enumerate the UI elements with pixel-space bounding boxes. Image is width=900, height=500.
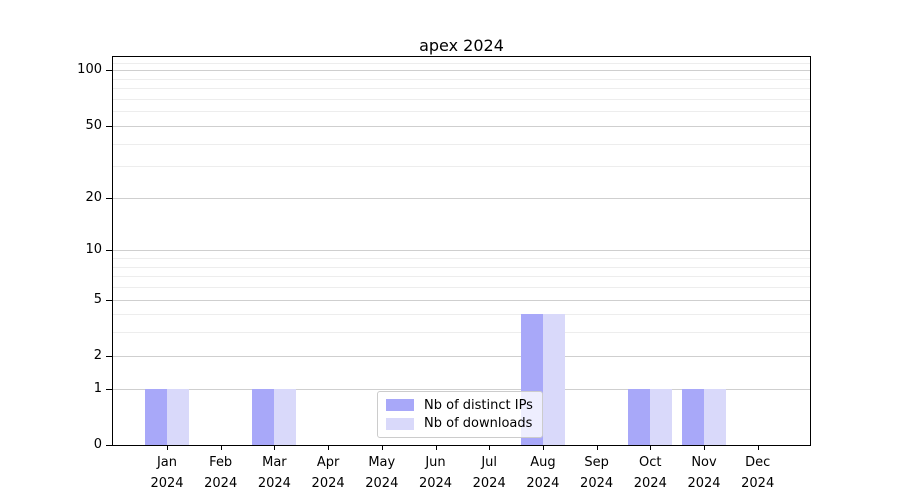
legend-item: Nb of distinct IPs (386, 398, 534, 413)
gridline-major (113, 250, 810, 252)
y-axis-tick-label: 0 (93, 437, 102, 452)
bar-downloads (542, 314, 565, 445)
bar-distinct-ips (682, 388, 704, 445)
gridline-major (113, 299, 810, 301)
x-axis-tick-label: Sep 2024 (580, 455, 614, 491)
gridline-minor (113, 314, 810, 316)
x-tick-mark (757, 446, 759, 450)
x-axis-tick-label: Jun 2024 (418, 455, 453, 491)
x-tick-mark (381, 446, 383, 450)
bar-distinct-ips (628, 388, 651, 445)
legend-swatch-distinct-ips (386, 399, 414, 412)
x-axis-tick-label: Oct 2024 (633, 455, 667, 491)
x-axis-tick-label: Jul 2024 (472, 455, 506, 491)
x-tick-mark (704, 446, 705, 450)
y-axis-tick-label: 20 (85, 189, 102, 205)
x-tick-mark (650, 446, 652, 450)
y-tick-mark (106, 70, 112, 72)
y-axis-tick-label: 1 (93, 380, 102, 396)
legend-swatch-downloads (386, 417, 414, 430)
gridline-major (113, 70, 810, 72)
y-tick-mark (106, 445, 112, 446)
gridline-minor (113, 266, 810, 268)
bar-downloads (704, 388, 726, 445)
gridline-minor (113, 276, 810, 278)
x-axis-tick-label: Dec 2024 (741, 455, 775, 491)
gridline-minor (113, 143, 810, 145)
y-tick-mark (106, 250, 112, 252)
bar-downloads (274, 388, 297, 445)
bar-downloads (167, 388, 189, 445)
x-axis-tick-label: Aug 2024 (526, 455, 560, 491)
y-tick-mark (106, 355, 112, 357)
y-axis-tick-label: 50 (85, 117, 102, 133)
gridline-major (113, 355, 810, 357)
x-axis-tick-label: Mar 2024 (257, 455, 291, 491)
y-tick-mark (106, 299, 112, 301)
x-tick-mark (542, 446, 544, 450)
legend-label: Nb of distinct IPs (424, 397, 533, 413)
x-axis-tick-label: May 2024 (365, 455, 399, 491)
y-axis-tick-label: 2 (93, 347, 102, 363)
legend-item: Nb of downloads (386, 416, 534, 431)
y-axis-tick-label: 100 (77, 62, 102, 78)
legend: Nb of distinct IPs Nb of downloads (377, 391, 543, 438)
gridline-minor (113, 98, 810, 100)
x-tick-mark (328, 446, 330, 450)
gridline-minor (113, 62, 810, 64)
x-axis-tick-label: Apr 2024 (311, 455, 345, 491)
x-tick-mark (489, 446, 491, 450)
x-tick-mark (220, 446, 222, 450)
bar-distinct-ips (145, 388, 167, 445)
gridline-minor (113, 88, 810, 90)
y-tick-mark (106, 125, 112, 127)
gridline-minor (113, 258, 810, 260)
x-axis-tick-label: Feb 2024 (204, 455, 238, 491)
bar-downloads (650, 388, 673, 445)
chart-title: apex 2024 (419, 36, 504, 55)
y-tick-mark (106, 388, 112, 390)
gridline-minor (113, 332, 810, 334)
legend-label: Nb of downloads (424, 416, 533, 432)
x-tick-mark (274, 446, 276, 450)
x-tick-mark (435, 446, 437, 450)
x-axis-tick-label: Nov 2024 (687, 455, 721, 491)
gridline-minor (113, 166, 810, 168)
gridline-major (113, 125, 810, 127)
x-tick-mark (167, 446, 168, 450)
x-axis-tick-label: Jan 2024 (150, 455, 184, 491)
bar-distinct-ips (252, 388, 275, 445)
y-tick-mark (106, 197, 112, 199)
gridline-minor (113, 111, 810, 113)
gridline-major (113, 197, 810, 199)
gridline-minor (113, 78, 810, 80)
gridline-major (113, 388, 810, 390)
y-axis-tick-label: 10 (85, 242, 102, 258)
x-tick-mark (596, 446, 598, 450)
y-axis-tick-label: 5 (93, 291, 102, 307)
gridline-minor (113, 287, 810, 289)
